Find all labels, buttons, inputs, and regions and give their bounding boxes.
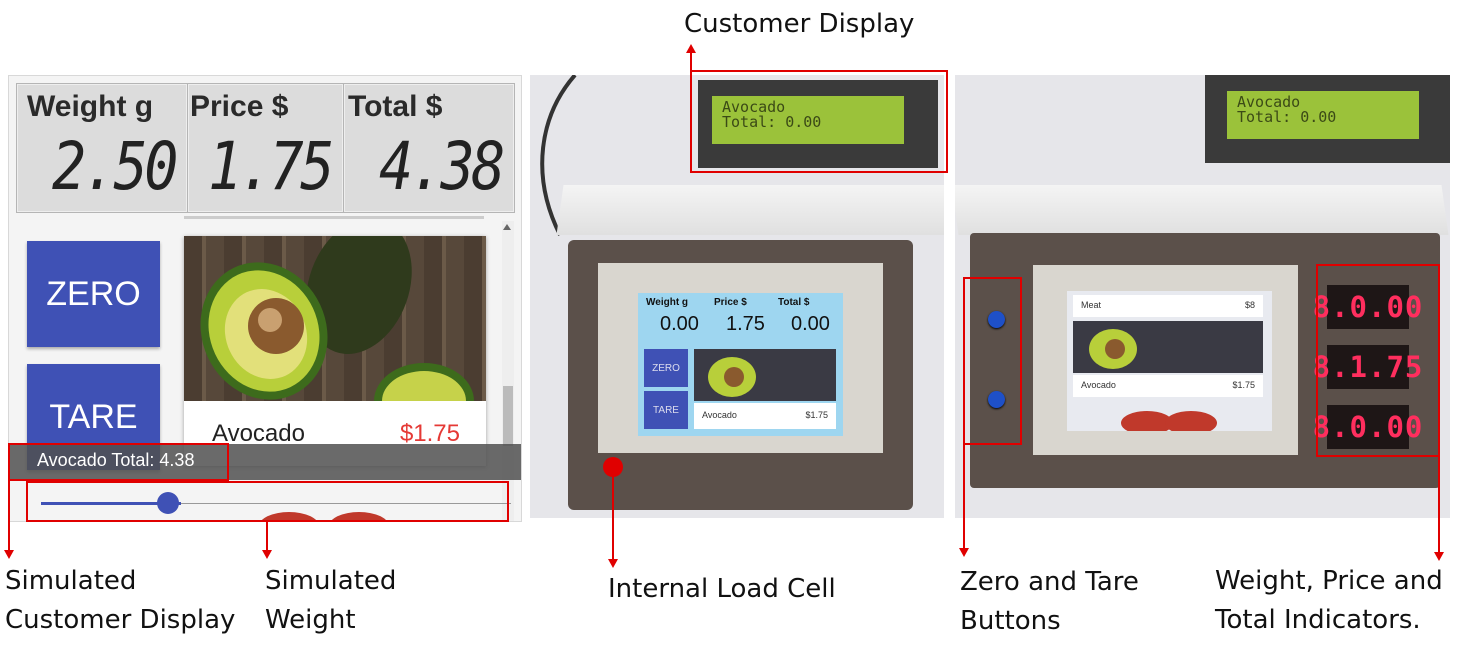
weight-indicator: Weight g 2.50 [16,83,188,213]
caption-internal-load-cell: Internal Load Cell [608,574,836,604]
load-cell-marker [603,457,623,477]
avocado-image [184,236,486,401]
lcd-right-line-2: Total: 0.00 [1237,108,1337,126]
customer-lcd-right: Avocado Total: 0.00 [1227,91,1419,139]
customer-display-arrow-line [690,52,692,72]
total-indicator-title: Total $ [348,90,443,123]
total-indicator-value: 4.38 [379,128,505,205]
weight-slider-rail[interactable] [181,503,511,504]
scrollbar-thumb[interactable] [503,386,513,446]
device-touchscreen: Weight g Price $ Total $ 0.00 1.75 0.00 … [638,293,843,436]
mini-product-price: $1.75 [805,410,828,420]
mini-weight-title: Weight g [646,297,689,308]
caption-zt-line-2: Buttons [960,606,1061,636]
mini-price-title: Price $ [714,297,747,308]
scroll-up-icon[interactable] [503,224,511,230]
mini-avocado-image-right [1073,321,1263,373]
caption-simulated-customer-display: Simulated Customer Display [5,562,235,640]
weight-indicator-title: Weight g [27,90,154,123]
zero-button[interactable]: ZERO [27,241,160,347]
mini-item-avocado-price: $1.75 [1232,380,1255,390]
mini-tomato-image [1121,411,1217,431]
price-indicator-value: 1.75 [208,128,334,205]
caption-sw-line-2: Weight [265,605,356,635]
price-7seg-display: 8.1.75 [1313,345,1422,389]
arrow-down-icon [262,550,272,559]
sim-customer-display-highlight [8,443,229,481]
device-touchscreen-right: Meat $8 Avocado $1.75 [1067,291,1272,431]
load-cell-arrow-line [612,476,614,560]
tare-physical-button[interactable] [988,391,1005,408]
lcd-right-line-1: Avocado [1237,93,1301,111]
weight-7seg-display: 8.0.00 [1313,285,1422,329]
caption-indicators: Weight, Price and Total Indicators. [1215,562,1443,640]
mini-item-avocado-name: Avocado [1081,380,1116,390]
weight-slider-track[interactable] [41,502,181,505]
simulated-scale-ui: Weight g 2.50 Price $ 1.75 Total $ 4.38 … [8,75,522,522]
sim-weight-arrow-line [266,522,268,552]
mini-avocado-image [694,349,836,401]
total-7seg-display: 8.0.00 [1313,405,1422,449]
zero-tare-highlight [963,277,1022,445]
mini-product-row[interactable]: Avocado $1.75 [694,403,836,429]
caption-simulated-weight: Simulated Weight [265,562,396,640]
arrow-down-icon [959,548,969,557]
simulated-customer-display-text: Avocado Total: 4.38 [37,450,195,470]
indicators-highlight [1316,264,1440,457]
weight-indicator-value: 2.50 [52,128,178,205]
product-card-avocado[interactable]: Avocado $1.75 [184,236,486,466]
caption-sw-line-1: Simulated [265,566,397,596]
weight-slider-thumb[interactable] [157,492,179,514]
zero-physical-button[interactable] [988,311,1005,328]
weighing-plate-right [955,185,1449,235]
product-name: Avocado [212,420,305,447]
caption-scd-line-1: Simulated [5,566,137,596]
mini-weight-value: 0.00 [660,313,699,335]
mini-total-value: 0.00 [791,313,830,335]
product-price: $1.75 [399,420,460,447]
mini-product-name: Avocado [702,410,737,420]
customer-display-highlight [690,70,948,173]
total-indicator: Total $ 4.38 [343,83,515,213]
arrow-up-icon [686,44,696,53]
arrow-down-icon [1434,552,1444,561]
cable-icon [540,75,577,236]
price-indicator: Price $ 1.75 [187,83,344,213]
customer-lcd: Avocado Total: 0.00 [712,96,904,144]
arrow-down-icon [608,559,618,568]
caption-ind-line-2: Total Indicators. [1215,605,1421,635]
customer-lcd-housing-right: Avocado Total: 0.00 [1205,75,1450,163]
lcd-line-1: Avocado [722,98,786,116]
mini-item-avocado[interactable]: Avocado $1.75 [1073,375,1263,397]
mini-price-value: 1.75 [726,313,765,335]
mini-item-meat-name: Meat [1081,300,1102,310]
divider [184,216,484,219]
mini-zero-button[interactable]: ZERO [644,349,688,387]
simulated-customer-display-bar [9,444,521,480]
caption-ind-line-1: Weight, Price and [1215,566,1443,596]
device-photo-angled: Meat $8 Avocado $1.75 8.0.00 8.1.75 8.0.… [955,75,1450,518]
caption-zt-line-1: Zero and Tare [960,567,1139,597]
device-photo-front: Weight g Price $ Total $ 0.00 1.75 0.00 … [530,75,944,518]
caption-zero-tare-buttons: Zero and Tare Buttons [960,563,1139,641]
caption-customer-display: Customer Display [684,9,915,39]
arrow-down-icon [4,550,14,559]
sim-weight-highlight [26,481,509,522]
caption-scd-line-2: Customer Display [5,605,236,635]
tomato-partial-image [260,512,388,521]
indicators-arrow-line [1438,457,1440,553]
avocado-illustration [200,236,474,401]
price-indicator-title: Price $ [190,90,289,123]
weighing-plate [556,185,944,235]
mini-item-meat[interactable]: Meat $8 [1073,295,1263,317]
mini-total-title: Total $ [778,297,810,308]
zero-tare-arrow-line [963,445,965,549]
sim-customer-display-arrow-line [8,481,10,551]
mini-item-meat-price: $8 [1244,300,1255,310]
customer-lcd-housing: Avocado Total: 0.00 [698,80,938,168]
mini-tare-button[interactable]: TARE [644,391,688,429]
lcd-line-2: Total: 0.00 [722,113,822,131]
